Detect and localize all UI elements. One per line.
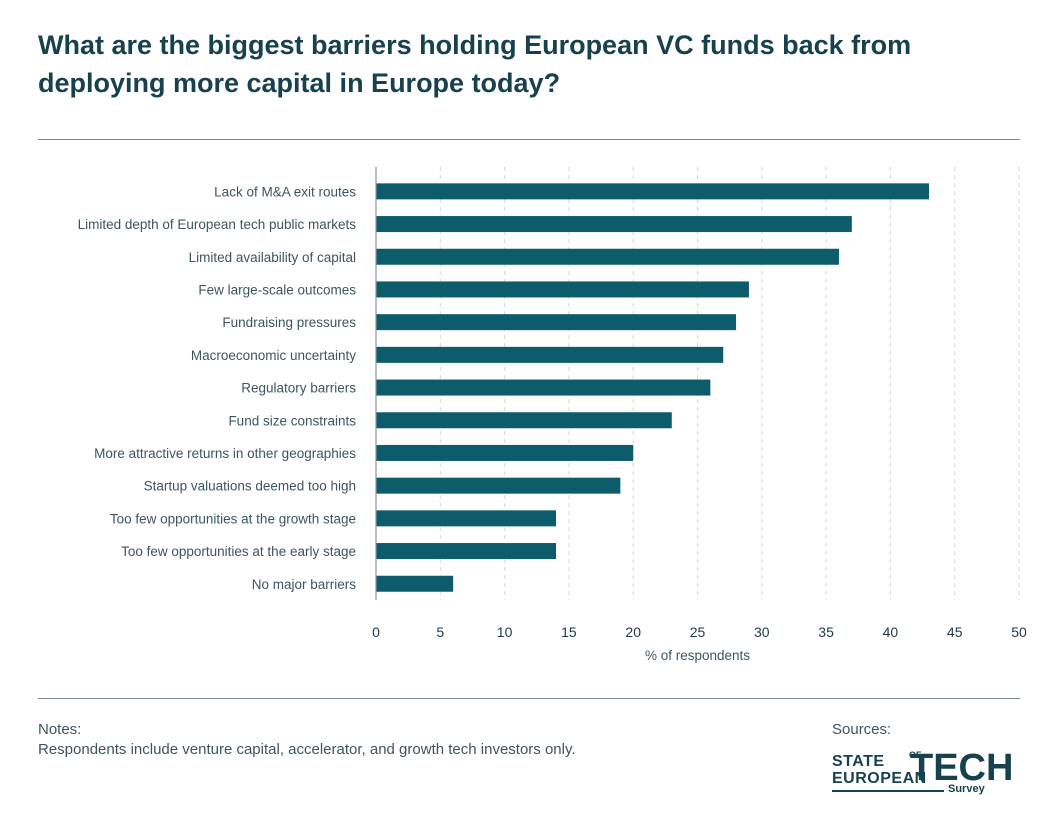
category-label: Fund size constraints	[228, 413, 356, 428]
bar	[376, 216, 852, 233]
category-label: Too few opportunities at the growth stag…	[110, 511, 356, 526]
category-labels: Lack of M&A exit routes Limited depth of …	[78, 184, 357, 591]
x-tick-label: 5	[436, 624, 444, 640]
logo-survey: Survey	[948, 783, 985, 795]
bar	[376, 510, 557, 527]
category-label: Startup valuations deemed too high	[144, 479, 356, 494]
category-label: No major barriers	[252, 577, 357, 592]
x-tick-label: 0	[372, 624, 380, 640]
category-label: Too few opportunities at the early stage	[121, 544, 356, 559]
x-tick-label: 45	[947, 624, 963, 640]
bar	[376, 412, 672, 429]
logo-line-state: STATE	[832, 753, 885, 770]
logo-underline	[832, 790, 944, 792]
category-label: Limited availability of capital	[189, 250, 356, 265]
x-tick-label: 10	[497, 624, 513, 640]
bar	[376, 346, 724, 363]
notes-text: Respondents include venture capital, acc…	[38, 741, 576, 758]
bottom-divider	[38, 698, 1020, 699]
bar	[376, 543, 557, 560]
logo-tech: TECH	[910, 747, 1014, 789]
bar-chart: Lack of M&A exit routes Limited depth of …	[78, 167, 1027, 663]
x-tick-label: 25	[690, 624, 706, 640]
x-tick-label: 50	[1011, 624, 1027, 640]
top-divider	[38, 139, 1020, 140]
x-axis-label: % of respondents	[645, 648, 750, 663]
chart-title: What are the biggest barriers holding Eu…	[38, 30, 912, 98]
category-label: Lack of M&A exit routes	[214, 184, 356, 199]
logo-line-european: EUROPEAN	[832, 770, 927, 787]
bar	[376, 314, 737, 331]
category-label: Few large-scale outcomes	[198, 282, 356, 297]
category-label: Limited depth of European tech public ma…	[78, 217, 357, 232]
x-tick-label: 15	[561, 624, 577, 640]
x-tick-label: 20	[625, 624, 641, 640]
category-label: Macroeconomic uncertainty	[191, 348, 356, 363]
bar	[376, 379, 711, 396]
bars	[376, 183, 929, 592]
category-label: Fundraising pressures	[222, 315, 356, 330]
sources-label: Sources:	[832, 721, 892, 738]
bar	[376, 575, 454, 592]
x-tick-label: 35	[818, 624, 834, 640]
category-label: More attractive returns in other geograp…	[94, 446, 356, 461]
bar	[376, 248, 839, 265]
x-tick-label: 40	[883, 624, 899, 640]
state-of-european-tech-logo: STATE OF EUROPEAN TECH Survey	[832, 749, 1013, 798]
bar	[376, 444, 634, 461]
x-tick-label: 30	[754, 624, 770, 640]
x-tick-labels: 0 5 10 15 20 25 30 35 40 45 50	[372, 624, 1027, 640]
bar	[376, 477, 621, 494]
notes-label: Notes:	[38, 721, 82, 738]
category-label: Regulatory barriers	[241, 381, 356, 396]
bar	[376, 281, 749, 298]
logo-of: OF	[909, 750, 922, 760]
bar	[376, 183, 929, 200]
